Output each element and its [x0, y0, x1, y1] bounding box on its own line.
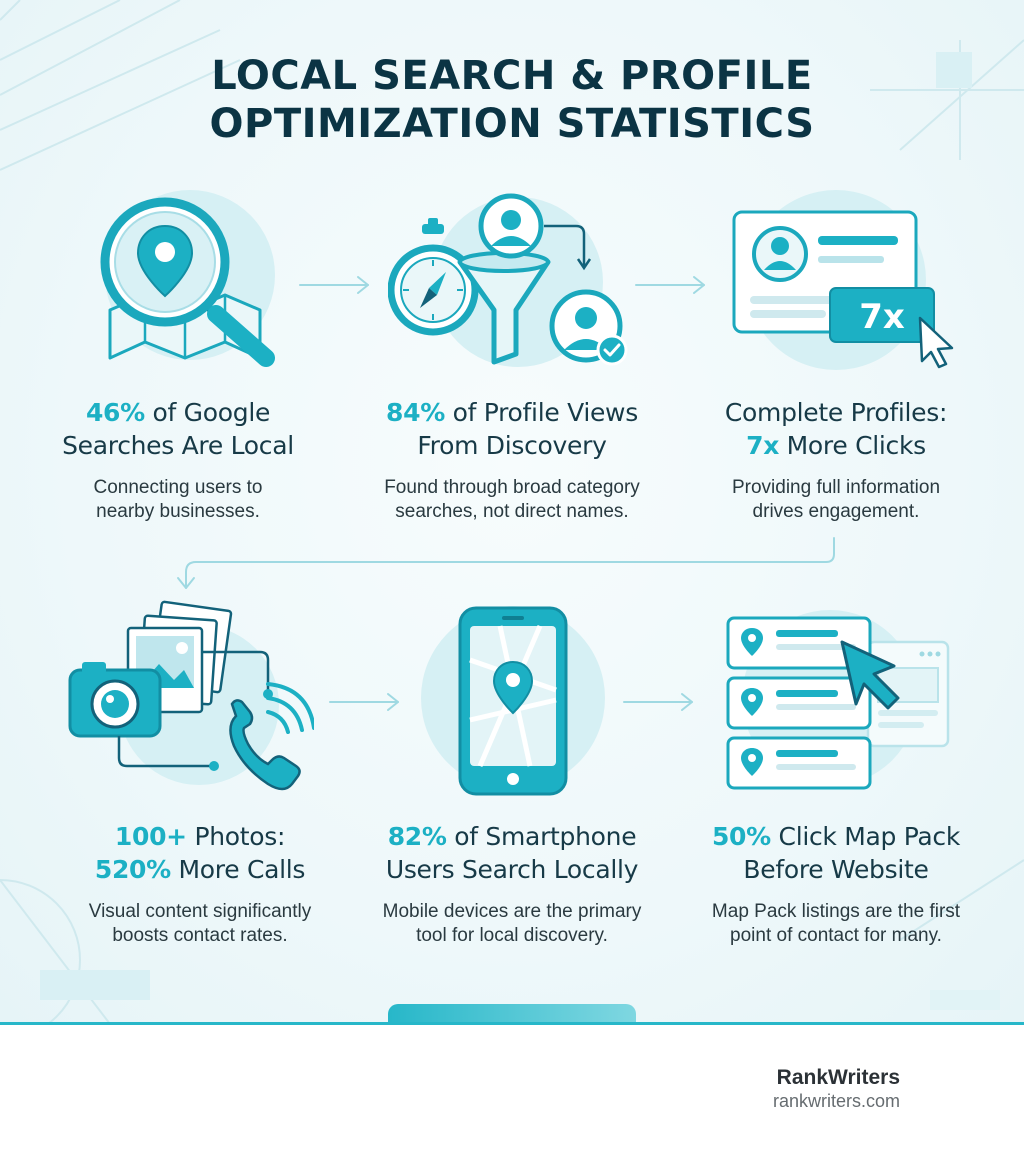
stat-card-complete-profiles: Complete Profiles: 7x More Clicks Provid…: [671, 396, 1001, 524]
badge-7x-label: 7x: [859, 297, 905, 337]
stat-description: Connecting users to nearby businesses.: [93, 477, 263, 522]
stat-highlight-2: 520%: [94, 855, 171, 884]
panel-bottom-border: [0, 1022, 1024, 1025]
infographic-panel: LOCAL SEARCH & PROFILE OPTIMIZATION STAT…: [0, 0, 1024, 1024]
stat-description: Found through broad category searches, n…: [384, 477, 640, 522]
stat-card-photos-calls: 100+ Photos: 520% More Calls Visual cont…: [35, 820, 365, 948]
stat-headline: 100+ Photos: 520% More Calls: [94, 822, 306, 884]
bottom-accent-bar: [388, 1004, 636, 1024]
map-pack-listings-cursor-icon: [726, 610, 950, 790]
stat-highlight: 100+: [114, 822, 187, 851]
brand-footer: RankWriters rankwriters.com: [773, 1066, 900, 1112]
arrow-right-icon: [299, 276, 369, 294]
arrow-right-icon: [635, 276, 705, 294]
stat-highlight: 7x: [746, 431, 780, 460]
stat-card-profile-views: 84% of Profile Views From Discovery Foun…: [347, 396, 677, 524]
stat-headline: 82% of Smartphone Users Search Locally: [385, 822, 639, 884]
stat-card-map-pack: 50% Click Map Pack Before Website Map Pa…: [671, 820, 1001, 948]
stat-headline: Complete Profiles: 7x More Clicks: [724, 398, 948, 460]
stat-highlight: 82%: [387, 822, 447, 851]
stat-headline: 46% of Google Searches Are Local: [62, 398, 294, 460]
magnifier-map-pin-icon: [100, 190, 275, 367]
stat-description: Visual content significantly boosts cont…: [88, 901, 312, 946]
page-title: LOCAL SEARCH & PROFILE OPTIMIZATION STAT…: [0, 52, 1024, 148]
title-line-2: OPTIMIZATION STATISTICS: [209, 101, 815, 147]
arrow-right-icon: [329, 693, 399, 711]
arrow-right-icon: [623, 693, 693, 711]
smartphone-map-icon: [421, 606, 605, 796]
stat-card-smartphone-users: 82% of Smartphone Users Search Locally M…: [347, 820, 677, 948]
stat-description: Map Pack listings are the first point of…: [711, 901, 961, 946]
listing-card-3: [726, 736, 872, 790]
profile-card-cursor-icon: 7x: [732, 190, 954, 370]
stat-card-local-searches: 46% of Google Searches Are Local Connect…: [13, 396, 343, 524]
brand-name: RankWriters: [776, 1066, 900, 1089]
background-decoration: [0, 0, 1024, 1024]
stat-description: Mobile devices are the primary tool for …: [382, 901, 642, 946]
compass-funnel-users-icon: [388, 193, 628, 367]
stat-headline: 84% of Profile Views From Discovery: [386, 398, 638, 460]
stat-highlight: 46%: [85, 398, 145, 427]
camera-photos-phone-icon: [68, 600, 314, 791]
title-line-1: LOCAL SEARCH & PROFILE: [211, 53, 813, 99]
listing-card-1: [726, 616, 872, 670]
stat-description: Providing full information drives engage…: [731, 477, 941, 522]
stat-highlight: 84%: [386, 398, 445, 427]
listing-card-2: [726, 676, 872, 730]
flow-arrows: [177, 276, 835, 711]
connector-elbow-icon: [177, 537, 835, 589]
stat-highlight: 50%: [711, 822, 771, 851]
stat-headline: 50% Click Map Pack Before Website: [711, 822, 961, 884]
brand-url[interactable]: rankwriters.com: [772, 1091, 900, 1111]
